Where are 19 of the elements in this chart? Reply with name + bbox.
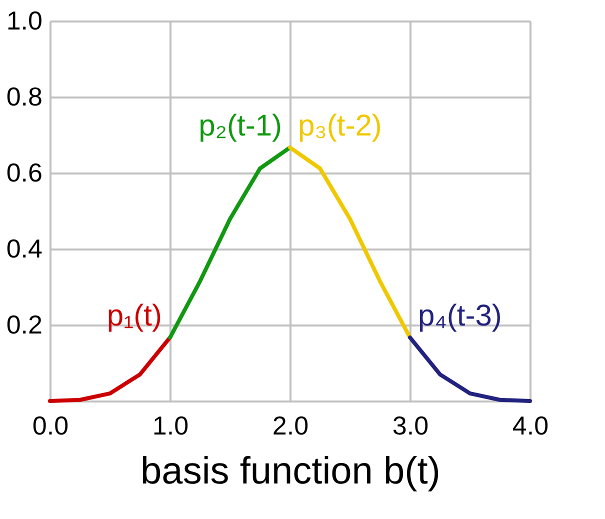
x-tick-label: 2.0 [272, 410, 309, 440]
line-series [48, 336, 172, 403]
y-tick-label: 0.6 [6, 158, 42, 188]
series-label: p₃(t-2) [298, 110, 382, 143]
line-series [168, 146, 292, 340]
x-tick-label: 4.0 [512, 410, 549, 440]
x-tick-label: 3.0 [392, 410, 429, 440]
x-tick-label: 0.0 [32, 410, 69, 440]
x-tick-label: 1.0 [152, 410, 189, 440]
series-label: p₂(t-1) [198, 110, 282, 143]
line-series [408, 336, 532, 403]
series-label: p₄(t-3) [418, 300, 502, 333]
series-label: p₁(t) [106, 300, 162, 333]
line-series [288, 146, 412, 340]
y-tick-label: 0.4 [6, 234, 42, 264]
y-tick-label: 1.0 [6, 6, 42, 36]
y-tick-label: 0.2 [6, 310, 42, 340]
y-tick-label: 0.8 [6, 82, 42, 112]
x-axis-title: basis function b(t) [140, 450, 440, 492]
